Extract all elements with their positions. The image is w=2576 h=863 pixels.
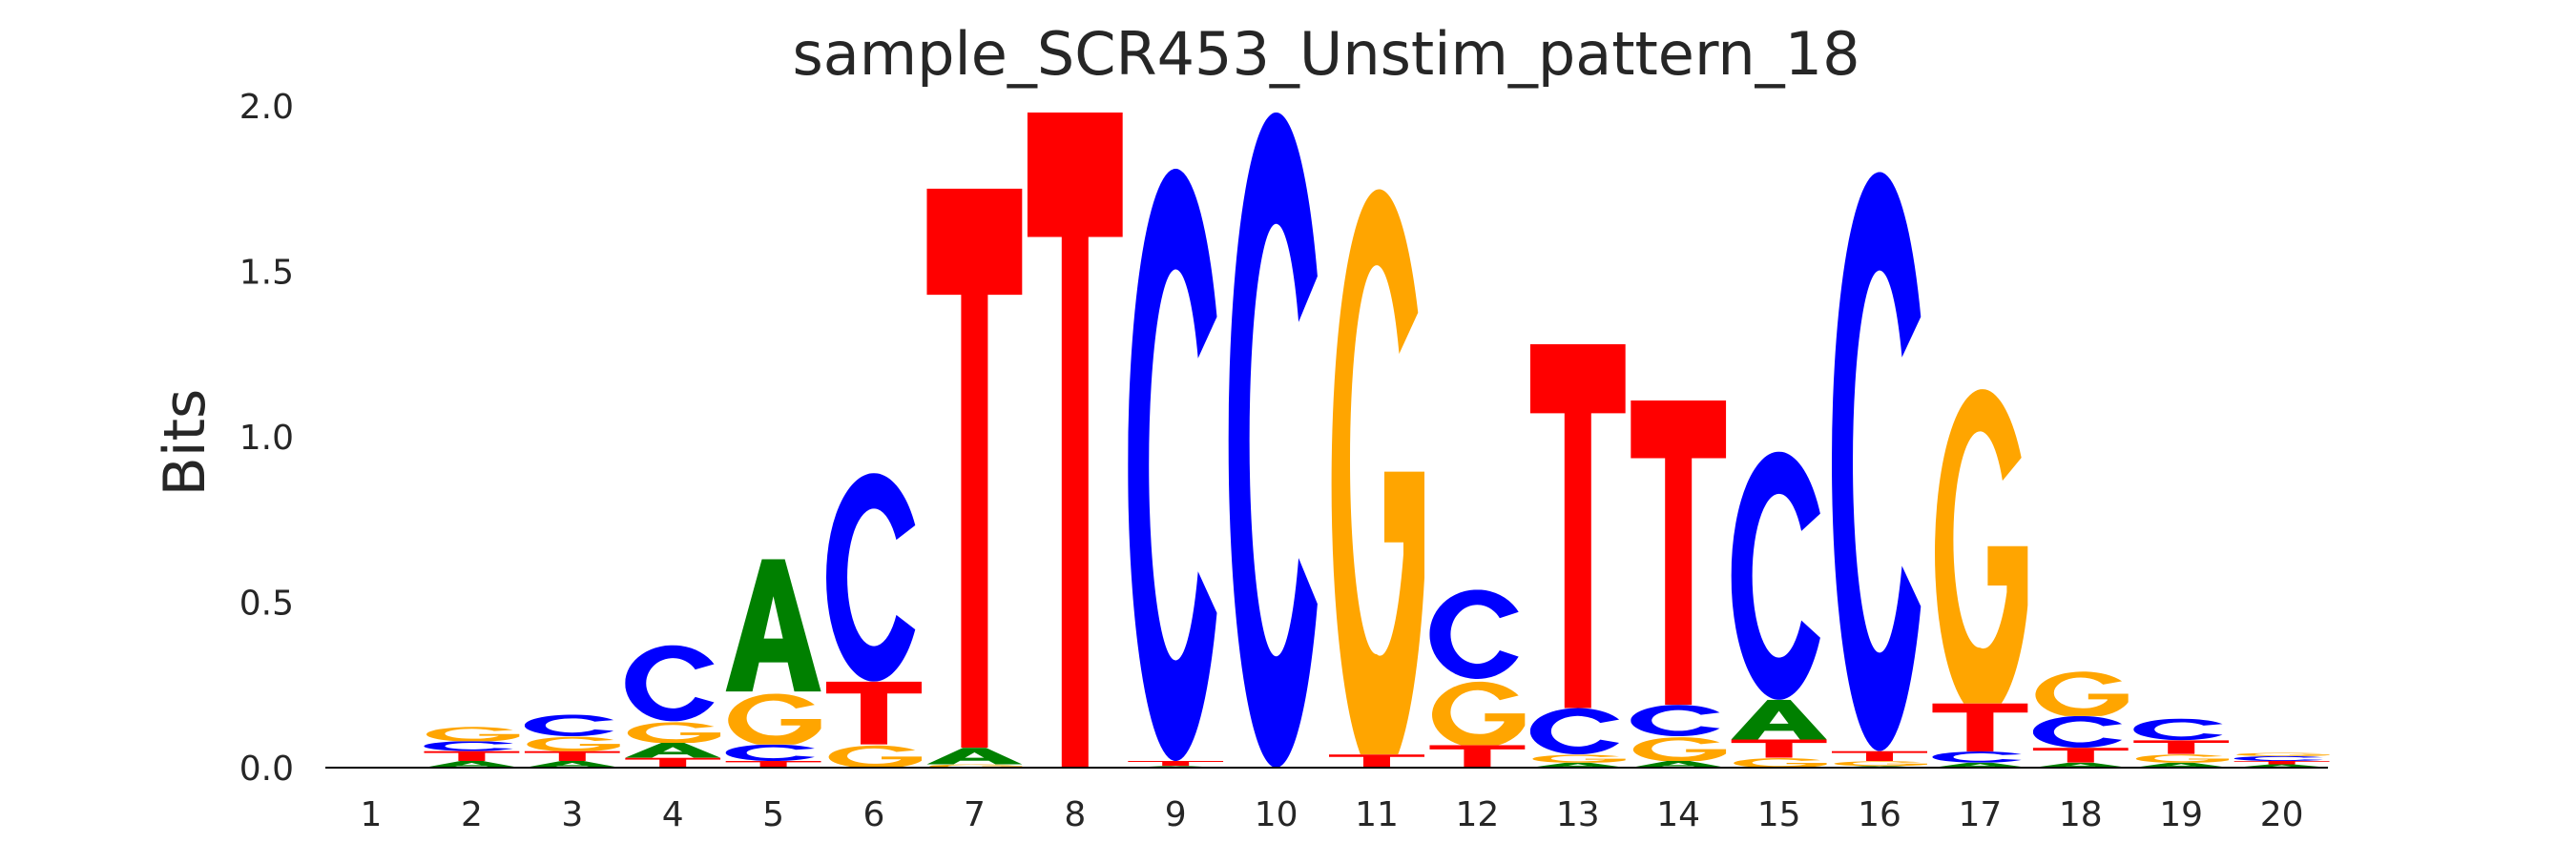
x-tick-label: 13 — [1556, 795, 1600, 834]
x-tick-label: 15 — [1757, 795, 1801, 834]
letter-A-pos-3 — [524, 761, 620, 768]
letter-C-pos-9 — [1128, 168, 1217, 762]
letter-A-pos-5 — [725, 559, 821, 692]
letter-G-pos-6 — [828, 745, 922, 769]
y-tick-label: 0.0 — [239, 750, 294, 789]
letter-T-pos-16 — [1832, 750, 1927, 762]
letter-T-pos-9 — [1128, 761, 1224, 767]
y-tick-labels: 0.0 0.5 1.0 1.5 2.0 — [239, 88, 294, 789]
x-tick-label: 17 — [1958, 795, 2002, 834]
letter-C-pos-10 — [1228, 113, 1318, 768]
x-tick-label: 6 — [863, 795, 885, 834]
x-tick-label: 11 — [1355, 795, 1399, 834]
letter-G-pos-14 — [1632, 737, 1727, 762]
x-tick-label: 20 — [2260, 795, 2304, 834]
letter-T-pos-12 — [1429, 745, 1526, 768]
y-tick-label: 0.5 — [239, 585, 294, 624]
letter-T-pos-15 — [1731, 739, 1827, 758]
letter-C-pos-19 — [2133, 718, 2223, 741]
x-tick-label: 4 — [662, 795, 684, 834]
letter-T-pos-11 — [1329, 754, 1424, 768]
letter-T-pos-4 — [625, 757, 721, 768]
letter-G-pos-18 — [2035, 671, 2129, 716]
letter-C-pos-4 — [625, 645, 715, 722]
letter-G-pos-5 — [728, 693, 821, 745]
letter-G-pos-20 — [2236, 752, 2330, 756]
letter-C-pos-13 — [1529, 708, 1620, 755]
x-tick-label: 9 — [1165, 795, 1187, 834]
letter-A-pos-17 — [1932, 762, 2028, 768]
x-tick-label: 3 — [561, 795, 583, 834]
letter-T-pos-3 — [524, 750, 620, 762]
letter-A-pos-14 — [1631, 761, 1727, 768]
x-tick-labels: 1 2 3 4 5 6 7 8 9 10 11 12 13 14 15 16 17 18 19 20 — [361, 795, 2304, 834]
x-tick-label: 12 — [1455, 795, 1499, 834]
letter-C-pos-14 — [1631, 705, 1720, 737]
letter-T-pos-5 — [725, 761, 821, 768]
y-tick-label: 1.0 — [239, 419, 294, 458]
x-tick-label: 19 — [2159, 795, 2203, 834]
letter-C-pos-12 — [1429, 589, 1519, 679]
letter-C-pos-18 — [2032, 715, 2123, 749]
letter-T-pos-20 — [2233, 761, 2330, 765]
letter-C-pos-16 — [1832, 172, 1922, 751]
letter-T-pos-18 — [2032, 748, 2129, 763]
letter-C-pos-5 — [725, 744, 815, 762]
logo-letters — [424, 112, 2330, 769]
letter-G-pos-3 — [527, 736, 620, 751]
x-tick-label: 10 — [1255, 795, 1298, 834]
letter-C-pos-3 — [524, 714, 614, 737]
letter-G-pos-19 — [2135, 754, 2230, 763]
letter-C-pos-20 — [2233, 755, 2323, 762]
letter-A-pos-13 — [1529, 762, 1626, 768]
letter-T-pos-2 — [424, 750, 520, 762]
letter-A-pos-19 — [2133, 762, 2230, 768]
letter-A-pos-18 — [2032, 762, 2129, 768]
letter-T-pos-7 — [926, 188, 1023, 749]
letter-C-pos-6 — [826, 473, 916, 682]
x-tick-label: 1 — [361, 795, 383, 834]
letter-G-pos-4 — [627, 722, 721, 743]
letter-C-pos-17 — [1932, 751, 2022, 763]
x-tick-label: 7 — [964, 795, 986, 834]
letter-G-pos-15 — [1734, 758, 1827, 769]
chart-title: sample_SCR453_Unstim_pattern_18 — [792, 19, 1859, 89]
x-tick-label: 14 — [1656, 795, 1700, 834]
letter-T-pos-8 — [1027, 112, 1123, 768]
letter-G-pos-13 — [1532, 754, 1626, 763]
x-tick-label: 2 — [461, 795, 483, 834]
letter-T-pos-17 — [1932, 703, 2028, 751]
letter-C-pos-15 — [1731, 451, 1820, 700]
y-axis-label: Bits — [152, 389, 218, 497]
x-tick-label: 16 — [1858, 795, 1901, 834]
letter-T-pos-6 — [826, 681, 922, 745]
letter-A-pos-7 — [926, 748, 1023, 765]
letter-G-pos-2 — [426, 727, 520, 742]
letter-G-pos-17 — [1935, 389, 2028, 704]
letter-G-pos-12 — [1432, 681, 1526, 746]
x-tick-label: 5 — [762, 795, 784, 834]
letter-G-pos-11 — [1331, 189, 1424, 755]
letter-T-pos-13 — [1529, 343, 1626, 709]
y-tick-label: 2.0 — [239, 88, 294, 127]
x-tick-label: 18 — [2059, 795, 2103, 834]
letter-T-pos-14 — [1631, 400, 1727, 706]
letter-T-pos-19 — [2133, 740, 2230, 754]
letter-A-pos-15 — [1731, 699, 1827, 740]
letter-G-pos-16 — [1834, 761, 1927, 767]
y-tick-label: 1.5 — [239, 254, 294, 293]
letter-C-pos-2 — [424, 741, 513, 751]
letter-A-pos-2 — [424, 761, 520, 768]
x-tick-label: 8 — [1064, 795, 1086, 834]
letter-A-pos-4 — [625, 742, 721, 758]
